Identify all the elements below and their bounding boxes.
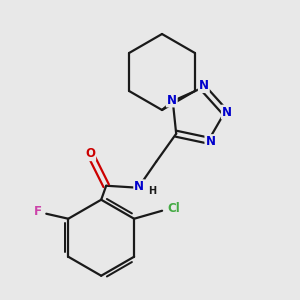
Text: O: O: [85, 147, 95, 160]
Text: F: F: [34, 205, 42, 218]
Text: N: N: [199, 79, 209, 92]
Text: N: N: [222, 106, 232, 118]
Text: N: N: [206, 135, 215, 148]
Text: Cl: Cl: [168, 202, 181, 215]
Text: N: N: [134, 180, 144, 193]
Text: N: N: [167, 94, 177, 106]
Text: H: H: [148, 186, 156, 196]
